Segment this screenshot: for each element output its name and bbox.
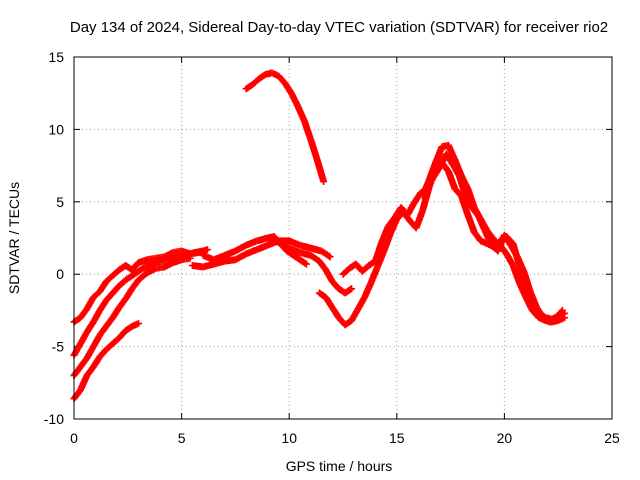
series-fill-markers (244, 69, 327, 184)
series-sat-g (264, 234, 356, 297)
x-tick-label: 25 (604, 430, 620, 446)
y-tick-label: 5 (56, 194, 64, 210)
y-tick-label: 10 (48, 121, 64, 137)
x-tick-label: 15 (389, 430, 405, 446)
tick-labels: 0 5 10 15 20 25 -10 -5 0 5 10 15 (44, 49, 620, 446)
series-sat-h (242, 69, 328, 186)
x-tick-label: 10 (281, 430, 297, 446)
y-axis-label: SDTVAR / TECUs (6, 182, 22, 294)
series-fill-markers (190, 237, 333, 271)
chart-title: Day 134 of 2024, Sidereal Day-to-day VTE… (70, 19, 608, 36)
series-sat-k (419, 141, 569, 326)
plot-frame (73, 56, 613, 420)
x-axis-label: GPS time / hours (286, 458, 393, 474)
series-fill-markers (71, 320, 141, 401)
series-sat-b (70, 247, 207, 359)
series-fill-markers (265, 235, 354, 296)
series-sat-a (70, 246, 211, 326)
x-tick-label: 5 (178, 430, 186, 446)
series-sat-c (70, 254, 194, 380)
x-tick-label: 20 (497, 430, 513, 446)
y-tick-label: -5 (52, 339, 65, 355)
y-tick-label: -10 (44, 411, 64, 427)
series-fill-markers (71, 255, 192, 378)
plot-points (70, 69, 569, 403)
x-tick-label: 0 (70, 430, 78, 446)
series-fill-markers (419, 142, 567, 326)
y-tick-label: 0 (56, 266, 64, 282)
series-sat-e (188, 237, 334, 271)
y-tick-label: 15 (48, 49, 64, 65)
